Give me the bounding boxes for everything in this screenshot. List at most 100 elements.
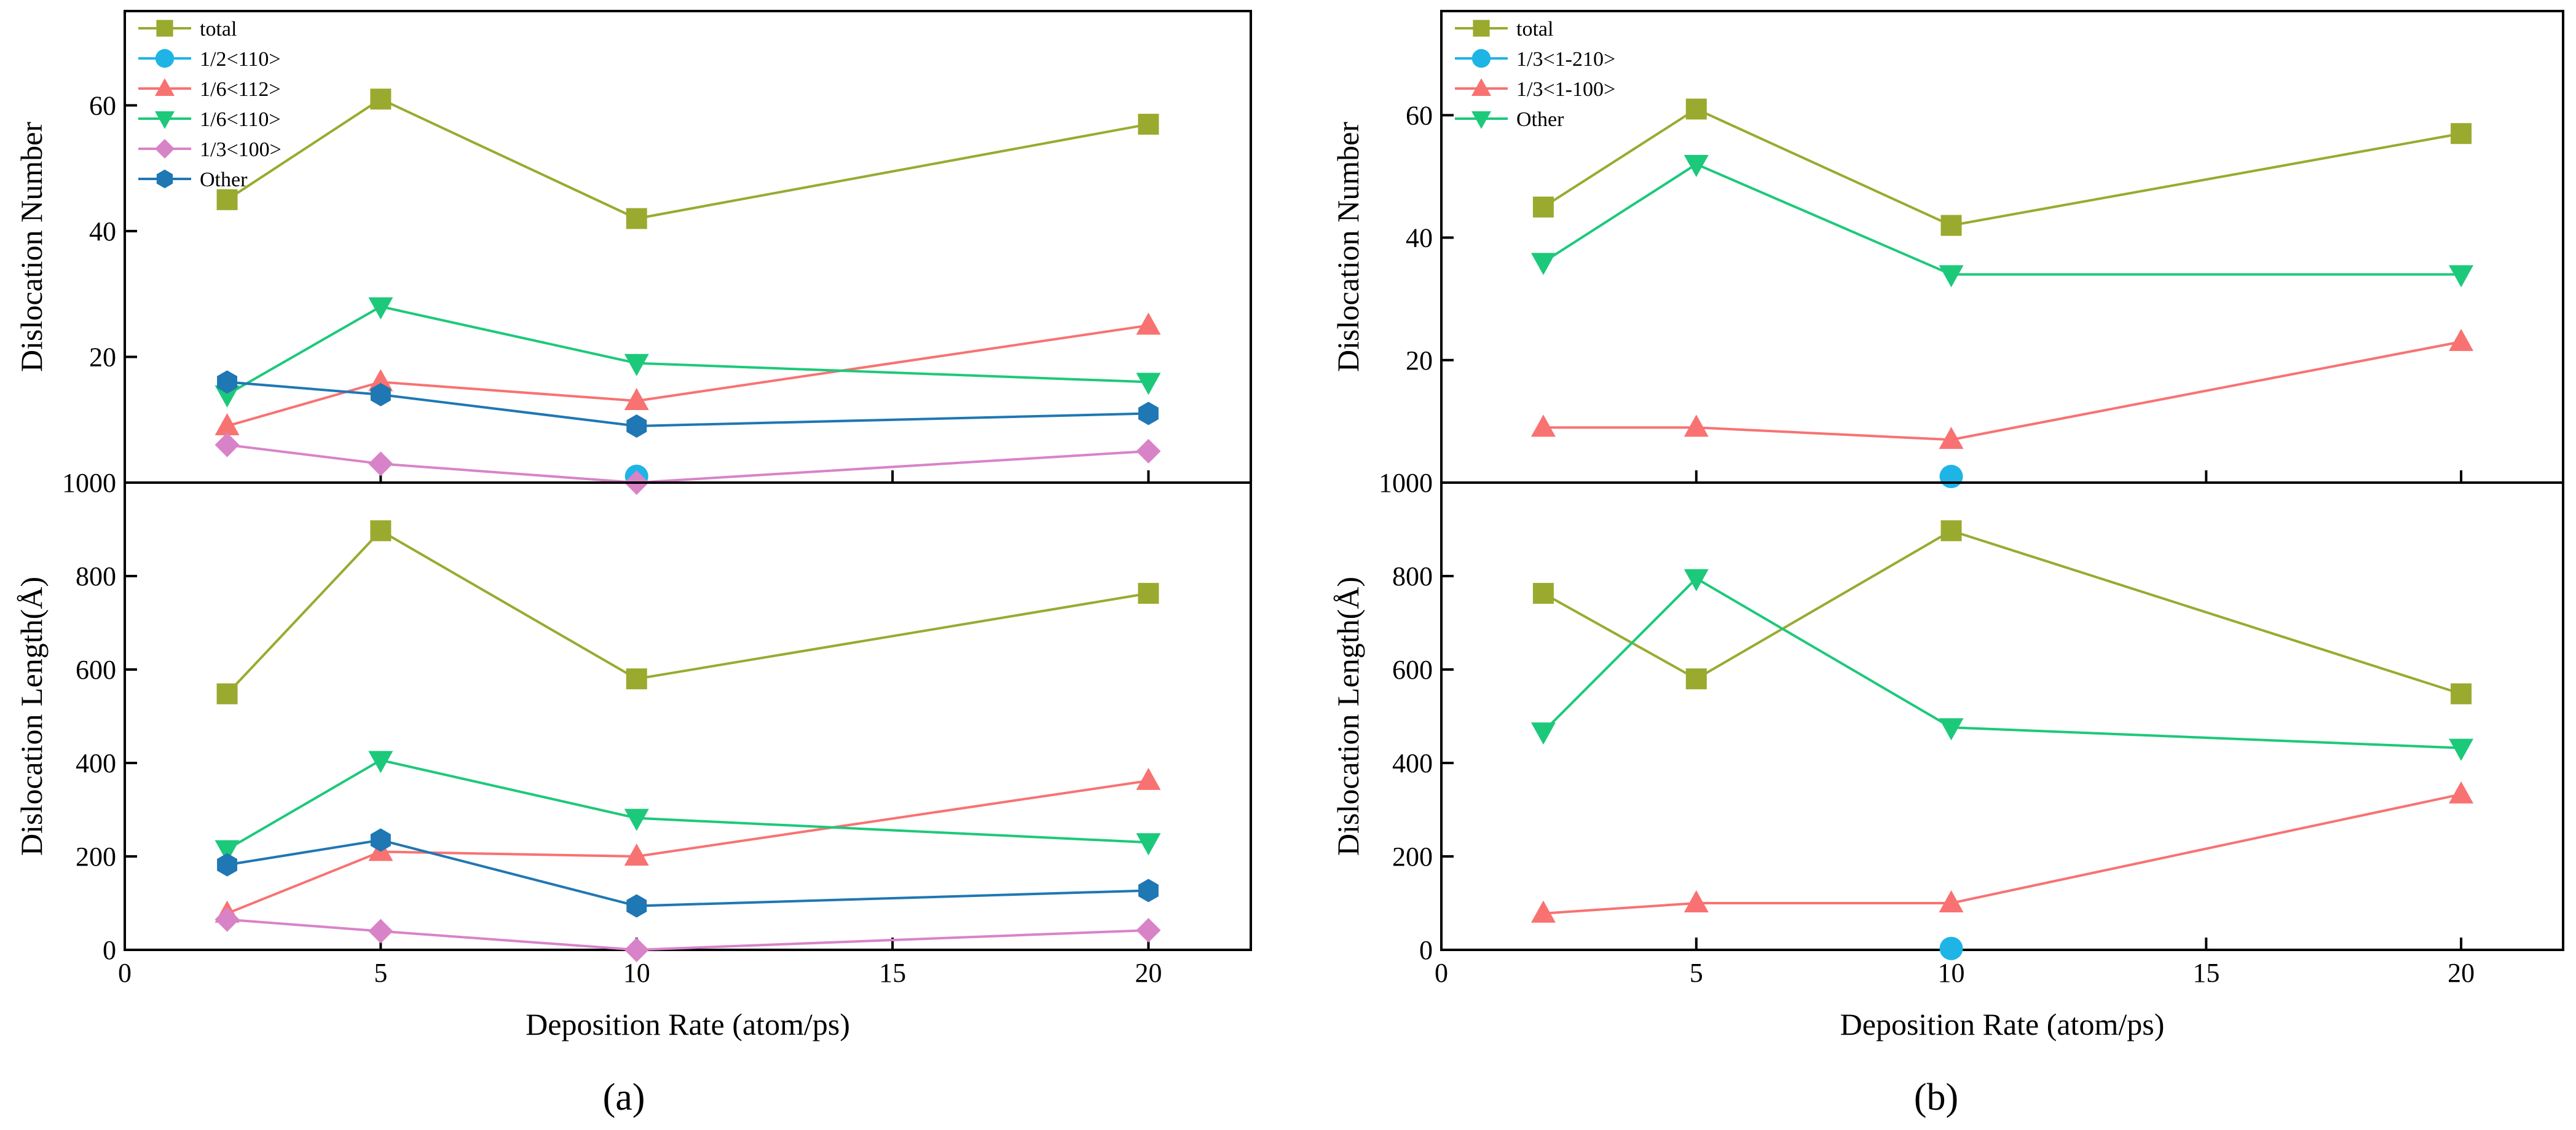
series-line xyxy=(226,324,1149,427)
series-line xyxy=(1542,577,2462,749)
x-axis-label: Deposition Rate (atom/ps) xyxy=(1840,1007,2165,1041)
data-point xyxy=(216,683,238,705)
data-point xyxy=(1530,722,1556,745)
legend-marker xyxy=(1471,111,1491,129)
y-tick-label: 0 xyxy=(103,935,116,965)
y-tick-label: 60 xyxy=(89,90,116,121)
legend-marker xyxy=(156,20,173,37)
plot-frame xyxy=(124,481,1252,951)
x-tick-label: 5 xyxy=(1690,958,1703,988)
legend-item-1-3-100: 1/3<100> xyxy=(138,138,282,161)
data-point xyxy=(1138,114,1159,135)
series-1-6-112 xyxy=(215,312,1161,435)
data-point xyxy=(626,208,647,229)
legend-marker xyxy=(1471,49,1491,68)
series-other xyxy=(1530,155,2474,288)
data-point xyxy=(1940,215,1962,236)
data-point xyxy=(1685,668,1707,690)
data-point xyxy=(370,828,391,852)
data-point xyxy=(626,414,647,438)
series-line xyxy=(227,918,1149,952)
data-point xyxy=(2449,265,2474,288)
x-tick-label: 20 xyxy=(2448,958,2475,988)
legend-item-other: Other xyxy=(1455,108,1564,131)
data-point xyxy=(1136,312,1161,335)
series-line xyxy=(1543,792,2462,915)
x-axis-label: Deposition Rate (atom/ps) xyxy=(526,1007,850,1041)
data-point xyxy=(370,382,391,406)
data-point xyxy=(368,919,393,944)
series-total xyxy=(216,89,1159,229)
data-point xyxy=(368,369,393,392)
legend-marker xyxy=(155,78,175,96)
data-point xyxy=(624,354,649,376)
y-axis-label: Dislocation Number xyxy=(1331,122,1365,372)
data-point xyxy=(215,432,240,457)
series-other xyxy=(1530,569,2474,761)
y-tick-label: 20 xyxy=(1406,346,1433,376)
series-line xyxy=(227,381,1149,427)
legend-marker xyxy=(1473,20,1490,37)
data-point xyxy=(1939,936,1963,960)
data-point xyxy=(1684,414,1709,437)
data-point xyxy=(1939,718,1964,741)
series-line xyxy=(226,759,1149,851)
series-total xyxy=(1532,98,2472,236)
x-tick-label: 10 xyxy=(1938,958,1965,988)
y-tick-label: 40 xyxy=(1406,223,1433,253)
data-point xyxy=(1940,520,1962,542)
data-point xyxy=(1939,890,1964,912)
data-point xyxy=(2449,738,2474,761)
data-point xyxy=(1136,373,1161,395)
x-tick-label: 15 xyxy=(2192,958,2220,988)
data-point xyxy=(624,808,649,831)
legend-item-1-3-1-100: 1/3<1-100> xyxy=(1455,78,1615,101)
legend-marker xyxy=(155,139,175,159)
series-line xyxy=(1542,529,2462,695)
data-point xyxy=(2449,328,2474,351)
series-line xyxy=(226,529,1149,695)
subplot-a-length: 0 200 400 600 800 1000 0 5 10 15 20 Dislocation Len… xyxy=(14,468,1252,988)
plot-frame xyxy=(1440,481,2564,951)
data-point xyxy=(1532,196,1554,218)
series-line xyxy=(1542,162,2462,276)
legend-item-1-6-110: 1/6<110> xyxy=(138,108,281,131)
x-tick-label: 0 xyxy=(1435,958,1448,988)
data-point xyxy=(626,894,647,918)
data-point xyxy=(1136,833,1161,856)
data-point xyxy=(368,751,393,773)
x-tick-label: 15 xyxy=(879,958,906,988)
series-1-3-1-210 xyxy=(1939,936,1963,960)
series-1-3-1-100 xyxy=(1530,781,2474,923)
series-line xyxy=(227,839,1149,907)
data-point xyxy=(1684,155,1709,178)
data-point xyxy=(1939,265,1964,288)
y-tick-label: 1000 xyxy=(1379,468,1433,498)
legend-marker xyxy=(155,111,175,129)
series-other xyxy=(217,828,1159,918)
panel-label: (a) xyxy=(603,1077,645,1118)
data-point xyxy=(1136,767,1161,790)
legend-item-1-3-1-210: 1/3<1-210> xyxy=(1455,48,1615,71)
legend: total 1/2<110> 1/6<112> 1/6<110> 1/3<100> Oth… xyxy=(138,18,282,191)
data-point xyxy=(368,451,393,476)
y-tick-label: 20 xyxy=(89,342,116,372)
panel-b: 20 40 60 Dislocation Number total 1/3<1-210> 1… xyxy=(1331,10,2564,1118)
data-point xyxy=(624,844,649,866)
legend-label: 1/3<1-210> xyxy=(1516,48,1615,71)
series-line xyxy=(1543,340,2462,441)
legend-label: 1/6<110> xyxy=(200,108,281,131)
data-point xyxy=(1138,401,1159,425)
data-point xyxy=(1136,918,1161,943)
subplot-b-length: 0 200 400 600 800 1000 0 5 10 15 20 Dislocation Len… xyxy=(1331,468,2564,988)
legend-item-other: Other xyxy=(138,168,248,191)
data-point xyxy=(2451,123,2472,144)
y-tick-label: 0 xyxy=(1419,935,1433,965)
y-tick-label: 400 xyxy=(1392,748,1433,778)
data-point xyxy=(370,520,392,542)
y-tick-label: 200 xyxy=(76,842,116,872)
y-tick-label: 800 xyxy=(1392,561,1433,591)
legend-label: 1/2<110> xyxy=(200,48,281,71)
legend-marker xyxy=(1471,78,1491,96)
